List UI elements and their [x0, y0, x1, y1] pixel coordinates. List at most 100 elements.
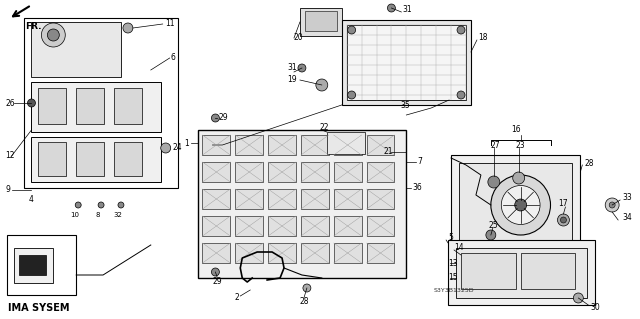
Bar	[202, 162, 230, 182]
Text: 22: 22	[320, 122, 330, 131]
Bar	[31, 22, 121, 77]
Bar	[76, 88, 104, 124]
Bar	[333, 189, 362, 209]
Bar	[301, 135, 329, 155]
Circle shape	[123, 23, 133, 33]
Bar	[333, 243, 362, 263]
Bar	[31, 82, 161, 132]
Circle shape	[513, 172, 525, 184]
Bar	[268, 243, 296, 263]
Text: 19: 19	[287, 76, 296, 85]
Circle shape	[387, 4, 396, 12]
Text: 8: 8	[96, 212, 100, 218]
Bar	[301, 189, 329, 209]
Bar	[38, 142, 67, 176]
Text: 20: 20	[294, 33, 303, 42]
Bar	[76, 142, 104, 176]
Circle shape	[28, 99, 35, 107]
Text: 16: 16	[511, 125, 520, 135]
Bar	[202, 243, 230, 263]
Text: 18: 18	[478, 33, 488, 42]
Text: 31: 31	[403, 5, 412, 14]
Bar	[367, 243, 394, 263]
Bar	[367, 135, 394, 155]
Bar	[333, 135, 362, 155]
Circle shape	[609, 202, 615, 208]
Bar	[342, 20, 471, 105]
Text: 21: 21	[383, 147, 393, 157]
Circle shape	[42, 23, 65, 47]
Text: 15: 15	[448, 273, 458, 283]
Bar	[24, 18, 178, 188]
Text: 4: 4	[29, 196, 33, 204]
Circle shape	[47, 29, 60, 41]
Bar	[13, 248, 53, 283]
Bar	[448, 240, 595, 305]
Text: S3Y3B1325D: S3Y3B1325D	[433, 287, 474, 293]
Bar	[236, 216, 263, 236]
Circle shape	[486, 230, 496, 240]
Text: 17: 17	[559, 198, 568, 207]
Bar	[6, 235, 76, 295]
Bar	[268, 135, 296, 155]
Circle shape	[457, 26, 465, 34]
Bar	[347, 25, 466, 100]
Circle shape	[491, 175, 550, 235]
Text: 2: 2	[234, 293, 239, 302]
Bar	[301, 162, 329, 182]
Text: 27: 27	[491, 140, 500, 150]
Text: 29: 29	[218, 114, 228, 122]
Bar	[367, 189, 394, 209]
Bar	[456, 248, 588, 298]
Text: 5: 5	[448, 233, 453, 241]
Circle shape	[298, 64, 306, 72]
Text: 24: 24	[173, 144, 182, 152]
Bar	[327, 132, 365, 154]
Circle shape	[348, 26, 356, 34]
Bar	[521, 253, 575, 289]
Bar	[38, 88, 67, 124]
Bar	[114, 142, 142, 176]
Text: 35: 35	[401, 100, 410, 109]
Text: 25: 25	[489, 220, 499, 229]
Circle shape	[161, 143, 171, 153]
Text: 34: 34	[622, 213, 632, 222]
Bar	[202, 189, 230, 209]
Text: IMA SYSEM: IMA SYSEM	[8, 303, 69, 313]
Circle shape	[561, 217, 566, 223]
Circle shape	[316, 79, 328, 91]
Text: 10: 10	[70, 212, 80, 218]
Bar	[236, 243, 263, 263]
Text: 36: 36	[412, 183, 422, 192]
Circle shape	[515, 199, 527, 211]
Bar	[451, 155, 580, 255]
Text: 7: 7	[417, 158, 422, 167]
Bar	[202, 216, 230, 236]
Circle shape	[348, 91, 356, 99]
Bar	[301, 243, 329, 263]
Bar	[268, 216, 296, 236]
Circle shape	[211, 114, 220, 122]
Circle shape	[605, 198, 619, 212]
Text: 13: 13	[448, 258, 458, 268]
Bar	[268, 189, 296, 209]
Circle shape	[118, 202, 124, 208]
Text: 28: 28	[584, 159, 594, 167]
Bar	[202, 135, 230, 155]
Circle shape	[557, 214, 570, 226]
Circle shape	[573, 293, 583, 303]
Bar	[31, 137, 161, 182]
Text: 23: 23	[516, 140, 525, 150]
Bar	[461, 253, 516, 289]
Bar	[333, 216, 362, 236]
Text: 11: 11	[164, 19, 174, 28]
Text: 31: 31	[287, 63, 296, 72]
Circle shape	[457, 91, 465, 99]
Bar	[300, 8, 342, 36]
Bar	[19, 255, 46, 275]
Text: 33: 33	[622, 194, 632, 203]
Circle shape	[211, 268, 220, 276]
Bar	[367, 162, 394, 182]
Circle shape	[501, 186, 540, 225]
Bar	[301, 216, 329, 236]
